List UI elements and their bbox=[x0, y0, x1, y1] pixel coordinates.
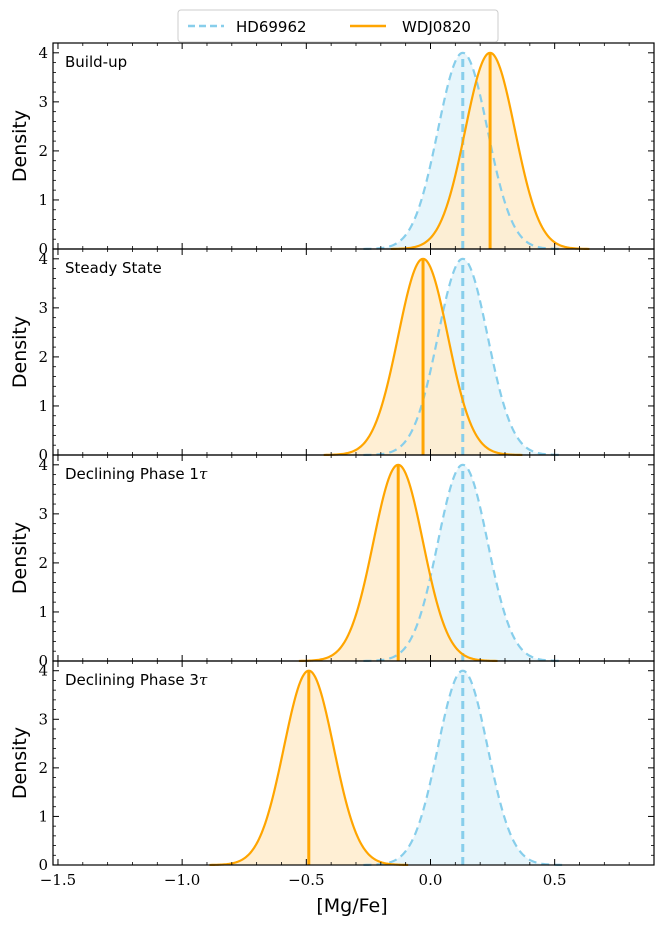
y-axis-label: Density bbox=[9, 316, 31, 388]
x-tick-label: 0.0 bbox=[419, 871, 443, 889]
panel-label: Steady State bbox=[65, 259, 162, 277]
y-axis-label: Density bbox=[9, 727, 31, 799]
axes-layer: −1.5 −1.0 −0.5 0.0 0.5 bbox=[40, 871, 567, 889]
y-tick-label: 3 bbox=[38, 93, 48, 111]
panel-frame bbox=[52, 42, 655, 250]
y-tick-label: 0 bbox=[38, 240, 48, 258]
y-tick-label: 2 bbox=[38, 142, 48, 160]
panel-2: 0 1 2 3 4 Steady State Density bbox=[9, 248, 655, 464]
panel-label: Declining Phase 3τ bbox=[65, 671, 208, 689]
y-tick-label: 0 bbox=[38, 446, 48, 464]
x-tick-label: −1.0 bbox=[164, 871, 200, 889]
y-tick-label: 2 bbox=[38, 554, 48, 572]
y-tick-label: 1 bbox=[38, 603, 48, 621]
density-curve-wdj0820 bbox=[209, 669, 409, 867]
y-tick-label: 0 bbox=[38, 856, 48, 874]
panel-frame bbox=[52, 248, 655, 456]
panel-4: 0 1 2 3 4 Declining Phase 3τ Density bbox=[9, 660, 655, 874]
y-tick-label: 1 bbox=[38, 397, 48, 415]
y-tick-label: 4 bbox=[38, 44, 48, 62]
y-tick-label: 1 bbox=[38, 807, 48, 825]
y-tick-label: 2 bbox=[38, 759, 48, 777]
density-curve-hd69962 bbox=[363, 669, 563, 867]
legend-box bbox=[177, 9, 499, 43]
legend: HD69962 WDJ0820 bbox=[177, 9, 499, 43]
panel-1: 0 1 2 3 4 Build-up Density bbox=[9, 42, 655, 258]
y-tick-label: 3 bbox=[38, 299, 48, 317]
x-tick-label: −0.5 bbox=[288, 871, 324, 889]
legend-label-hd69962: HD69962 bbox=[236, 18, 307, 36]
x-axis-label: [Mg/Fe] bbox=[316, 895, 387, 917]
panel-label: Build-up bbox=[65, 53, 127, 71]
y-tick-label: 4 bbox=[38, 250, 48, 268]
y-tick-label: 3 bbox=[38, 505, 48, 523]
panel-label: Declining Phase 1τ bbox=[65, 465, 208, 483]
panel-3: 0 1 2 3 4 Declining Phase 1τ Density bbox=[9, 454, 655, 670]
y-tick-label: 2 bbox=[38, 348, 48, 366]
y-axis-label: Density bbox=[9, 110, 31, 182]
y-tick-label: 3 bbox=[38, 710, 48, 728]
y-tick-label: 0 bbox=[38, 652, 48, 670]
y-tick-label: 4 bbox=[38, 456, 48, 474]
panel-frame bbox=[52, 660, 655, 866]
x-tick-label: −1.5 bbox=[40, 871, 76, 889]
y-tick-label: 1 bbox=[38, 191, 48, 209]
y-axis-label: Density bbox=[9, 522, 31, 594]
panels-layer: 0 1 2 3 4 Build-up Density 0 1 2 3 4 Steady State Den… bbox=[9, 42, 655, 874]
legend-label-wdj0820: WDJ0820 bbox=[402, 18, 471, 36]
y-tick-label: 4 bbox=[38, 662, 48, 680]
x-tick-label: 0.5 bbox=[543, 871, 567, 889]
